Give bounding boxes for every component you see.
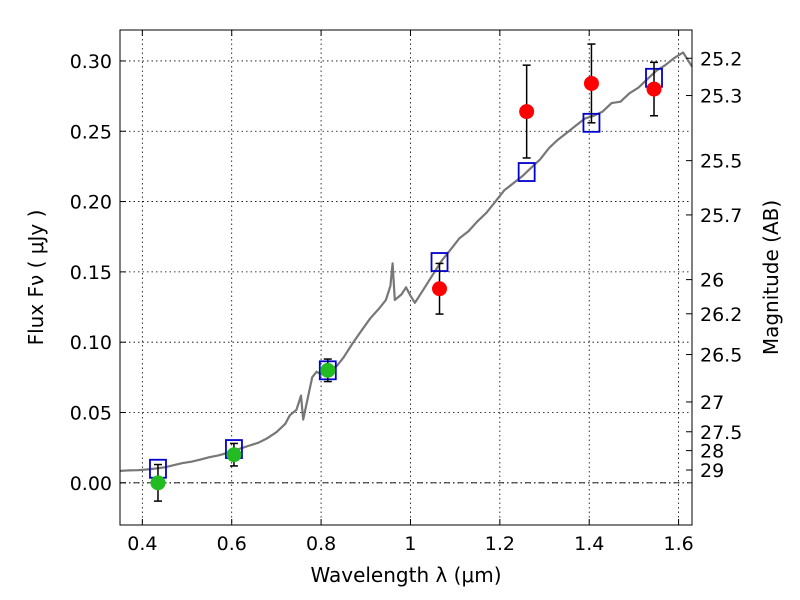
model-series	[149, 67, 663, 479]
mag-tick-label: 26	[700, 270, 724, 292]
y-axis-ticks: 0.00 0.05 0.10 0.15 0.20 0.25 0.30	[70, 51, 126, 495]
y-tick-label: 0.15	[70, 262, 112, 284]
mag-tick-label: 27	[700, 392, 724, 414]
mag-tick-label: 25.7	[700, 205, 742, 227]
plot-frame	[119, 29, 693, 526]
y-axis-title: Flux Fν ( μJy )	[24, 210, 48, 346]
y-tick-label: 0.05	[70, 403, 112, 425]
observed-series	[150, 43, 662, 502]
x-tick-label: 1.4	[574, 533, 604, 555]
x-tick-label: 0.6	[217, 533, 247, 555]
spectrum-series	[119, 51, 693, 472]
x-tick-label: 1.2	[485, 533, 515, 555]
observed-point	[226, 447, 242, 463]
y-tick-label: 0.30	[70, 51, 112, 73]
mag-tick-label: 26.2	[700, 304, 742, 326]
mag-tick-label: 25.5	[700, 151, 742, 173]
observed-point	[150, 475, 166, 491]
observed-point	[320, 362, 336, 378]
mag-tick-label: 27.5	[700, 422, 742, 444]
mag-tick-label: 25.3	[700, 86, 742, 108]
y-tick-label: 0.00	[70, 473, 112, 495]
y-tick-label: 0.20	[70, 192, 112, 214]
observed-point	[519, 104, 535, 120]
y-tick-label: 0.25	[70, 121, 112, 143]
y2-axis-title: Magnitude (AB)	[759, 200, 783, 355]
x-tick-label: 1	[404, 533, 416, 555]
observed-point	[646, 81, 662, 97]
mag-tick-label: 28	[700, 441, 724, 463]
mag-tick-label: 29	[700, 460, 724, 482]
model-point	[517, 162, 536, 182]
x-axis-ticks: 0.4 0.6 0.8 1 1.2 1.4 1.6	[127, 30, 694, 555]
observed-point	[432, 281, 448, 297]
spectrum-line	[119, 51, 693, 472]
x-tick-label: 0.4	[127, 533, 157, 555]
x-axis-title: Wavelength λ (μm)	[310, 563, 501, 587]
x-tick-label: 1.6	[663, 533, 693, 555]
mag-tick-label: 26.5	[700, 345, 742, 367]
mag-tick-label: 25.2	[700, 48, 742, 70]
grid	[120, 30, 692, 525]
observed-point	[583, 75, 599, 91]
x-tick-label: 0.8	[306, 533, 336, 555]
y-tick-label: 0.10	[70, 332, 112, 354]
